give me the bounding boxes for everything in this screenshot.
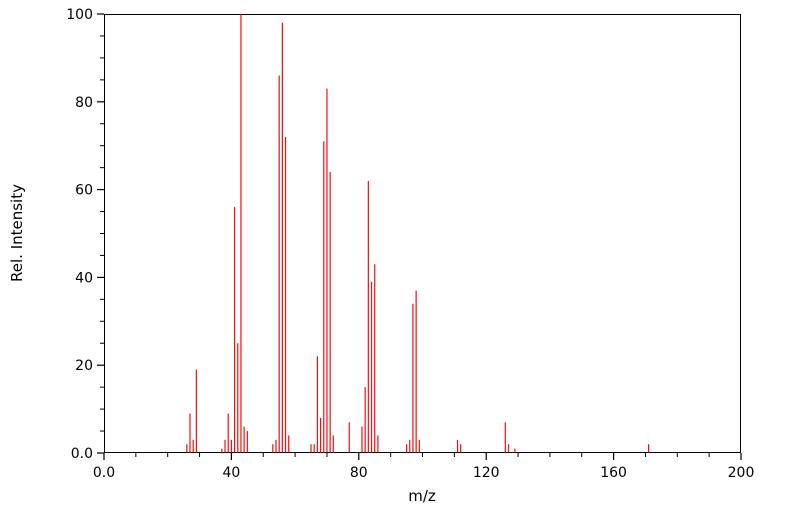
x-tick-label: 80: [350, 465, 368, 481]
plot-frame: [104, 14, 741, 453]
y-tick-label: 80: [75, 95, 93, 111]
tick-labels: 0.0 40 80 120 160 200 0.0 20 40 60 80 100: [66, 7, 754, 481]
y-tick-label: 60: [75, 183, 93, 199]
peaks-group: [186, 14, 650, 453]
x-tick-label: 0.0: [93, 465, 115, 481]
y-tick-label: 20: [75, 358, 93, 374]
x-tick-label: 120: [473, 465, 500, 481]
y-tick-label: 0.0: [71, 446, 93, 462]
x-tick-label: 200: [728, 465, 755, 481]
y-tick-label: 40: [75, 270, 93, 286]
x-tick-label: 160: [600, 465, 627, 481]
x-axis-label: m/z: [408, 487, 436, 505]
y-axis-label: Rel. Intensity: [8, 184, 26, 282]
minor-ticks: [100, 35, 710, 457]
y-tick-label: 100: [66, 7, 93, 23]
x-tick-label: 40: [222, 465, 240, 481]
major-ticks: [97, 13, 742, 460]
